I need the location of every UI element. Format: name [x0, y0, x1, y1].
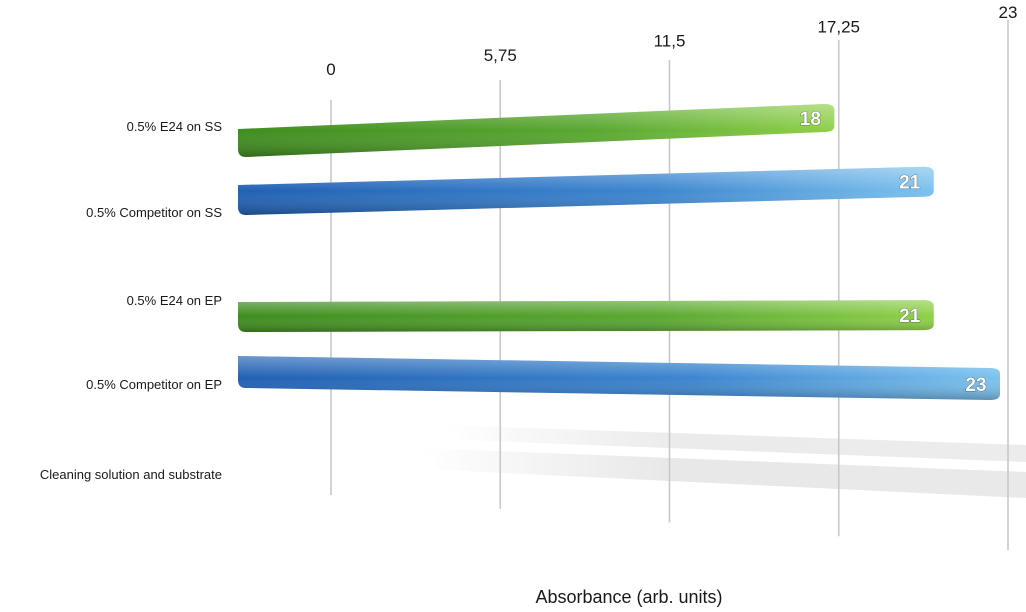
bar-highlight: [238, 103, 835, 157]
bar-value-label: 21: [899, 306, 921, 327]
x-axis-title: Absorbance (arb. units): [535, 587, 722, 607]
bar-shadow: [440, 425, 1026, 462]
bar-highlight: [238, 300, 934, 332]
category-label: 0.5% Competitor on SS: [86, 205, 222, 220]
bar-highlight: [238, 166, 934, 215]
bar: 21: [238, 166, 934, 215]
bar-shadow: [420, 448, 1026, 498]
category-labels: 0.5% E24 on SS 0.5% Competitor on SS 0.5% …: [40, 119, 222, 482]
category-label: Cleaning solution and substrate: [40, 467, 222, 482]
x-tick-label: 17,25: [817, 17, 860, 36]
bars: 18 21 21 23: [238, 103, 1000, 400]
x-tick-label: 23: [999, 3, 1018, 22]
bar: 23: [238, 356, 1000, 400]
bar: 18: [238, 103, 835, 157]
x-tick-label: 11,5: [654, 32, 686, 51]
bar: 21: [238, 300, 934, 332]
x-tick-label: 5,75: [484, 46, 517, 65]
x-tick-label: 0: [326, 60, 335, 79]
bar-value-label: 21: [899, 173, 921, 194]
x-tick-labels: 0 5,75 11,5 17,25 23: [326, 3, 1017, 79]
bar-value-label: 18: [800, 109, 821, 130]
category-label: 0.5% E24 on SS: [127, 119, 223, 134]
category-label: 0.5% Competitor on EP: [86, 377, 222, 392]
floor-shadows: [420, 425, 1026, 498]
category-label: 0.5% E24 on EP: [127, 293, 222, 308]
bar-highlight: [238, 356, 1000, 400]
bar-value-label: 23: [965, 375, 986, 396]
